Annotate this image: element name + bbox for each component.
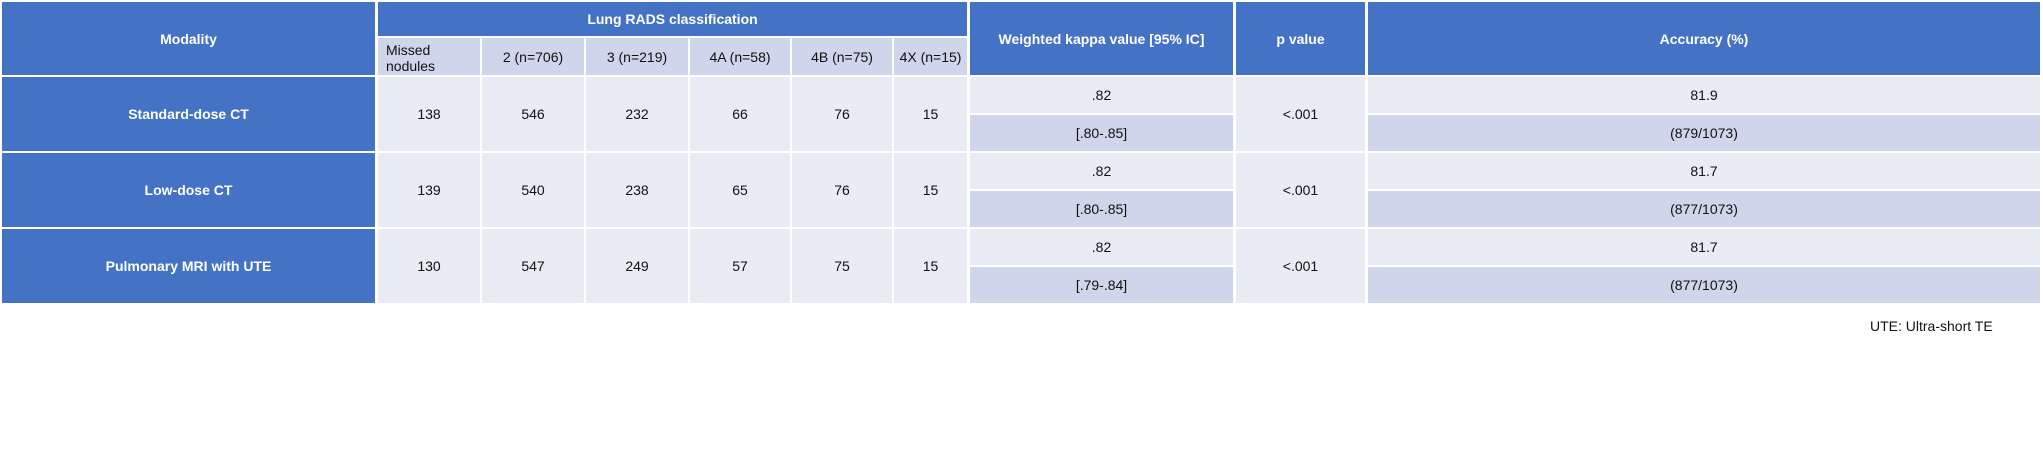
subheader-cell: 4A (n=58) [690,38,790,75]
subheader-cell: Missed nodules [378,38,480,75]
row-header: Pulmonary MRI with UTE [2,229,375,303]
row-header: Standard-dose CT [2,77,375,151]
kappa-ci-cell: [.79-.84] [970,267,1233,303]
header-cell: Accuracy (%) [1368,2,2040,75]
accuracy-fraction-cell: (877/1073) [1368,267,2040,303]
accuracy-cell: 81.7 [1368,229,2040,265]
count-cell: 57 [690,229,790,303]
count-cell: 15 [894,77,967,151]
footnote: UTE: Ultra-short TE [1870,318,1993,334]
accuracy-fraction-cell: (877/1073) [1368,191,2040,227]
accuracy-cell: 81.9 [1368,77,2040,113]
count-cell: 540 [482,153,584,227]
count-cell: 130 [378,229,480,303]
row-header: Low-dose CT [2,153,375,227]
count-cell: 138 [378,77,480,151]
count-cell: 238 [586,153,688,227]
kappa-cell: .82 [970,229,1233,265]
kappa-ci-cell: [.80-.85] [970,115,1233,151]
header-cell: Modality [2,2,375,75]
accuracy-fraction-cell: (879/1073) [1368,115,2040,151]
header-cell: p value [1236,2,1365,75]
count-cell: 249 [586,229,688,303]
count-cell: 66 [690,77,790,151]
count-cell: 15 [894,229,967,303]
count-cell: 15 [894,153,967,227]
count-cell: 232 [586,77,688,151]
p-cell: <.001 [1236,77,1365,151]
count-cell: 139 [378,153,480,227]
p-cell: <.001 [1236,153,1365,227]
count-cell: 75 [792,229,892,303]
kappa-cell: .82 [970,77,1233,113]
p-cell: <.001 [1236,229,1365,303]
subheader-cell: 3 (n=219) [586,38,688,75]
count-cell: 76 [792,153,892,227]
count-cell: 76 [792,77,892,151]
subheader-cell: 4X (n=15) [894,38,967,75]
subheader-cell: 4B (n=75) [792,38,892,75]
kappa-cell: .82 [970,153,1233,189]
header-cell: Weighted kappa value [95% IC] [970,2,1233,75]
count-cell: 65 [690,153,790,227]
subheader-cell: 2 (n=706) [482,38,584,75]
accuracy-cell: 81.7 [1368,153,2040,189]
count-cell: 547 [482,229,584,303]
kappa-ci-cell: [.80-.85] [970,191,1233,227]
count-cell: 546 [482,77,584,151]
header-group: Lung RADS classification [378,2,967,36]
